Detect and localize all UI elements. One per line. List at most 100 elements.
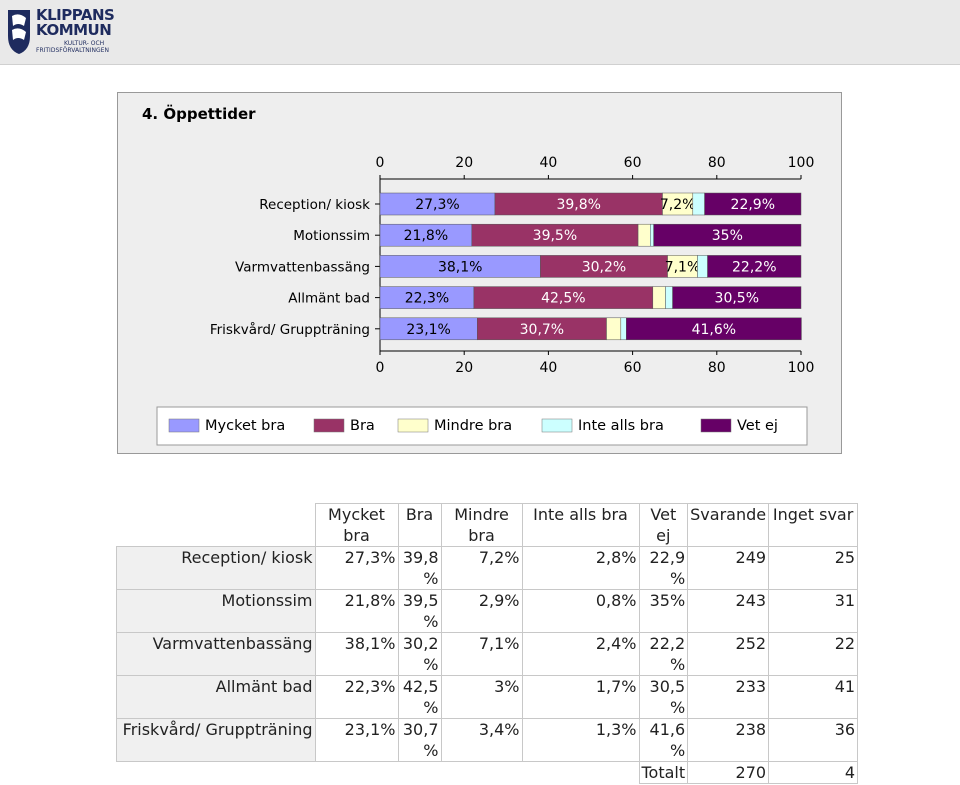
legend-label: Inte alls bra: [578, 418, 664, 434]
data-label: 22,3%: [405, 291, 449, 307]
top-tick-label: 20: [455, 155, 473, 171]
row-label: Motionssim: [116, 589, 316, 633]
bar-segment: [650, 223, 654, 247]
legend-swatch: [541, 418, 573, 433]
bar-segment: [665, 286, 673, 309]
bar-segment: [672, 286, 802, 309]
table-row: Allmänt bad 22,3% 42,5 % 3% 1,7% 30,5 % 233 41: [116, 675, 859, 719]
top-tick-label: 100: [788, 155, 815, 171]
data-label: 22,9%: [731, 197, 775, 213]
total-svarande: 270: [687, 761, 770, 784]
row-label: Varmvattenbassäng: [116, 632, 316, 676]
column-header: Mycket bra: [314, 503, 399, 547]
table-cell: 31: [768, 589, 859, 633]
bar-segment: [692, 192, 705, 216]
table-row: Friskvård/ Gruppträning 23,1% 30,7 % 3,4% 1,…: [116, 718, 859, 762]
bar-segment: [652, 286, 666, 309]
column-header: Inte alls bra: [521, 503, 640, 547]
bar-segment: [697, 255, 708, 278]
table-cell: 39,5 %: [397, 589, 442, 633]
table-cell: 1,3%: [521, 718, 640, 762]
top-tick-label: 80: [708, 155, 726, 171]
bar-segment: [707, 255, 802, 278]
coat-of-arms-icon: [8, 10, 30, 54]
top-tick-label: 60: [624, 155, 642, 171]
chart-title: 4. Öppettider: [142, 105, 256, 123]
legend-label: Vet ej: [737, 418, 778, 434]
row-label: Reception/ kiosk: [116, 546, 316, 590]
data-label: 38,1%: [438, 259, 482, 275]
legend-label: Mycket bra: [205, 418, 285, 434]
bar-segment: [620, 317, 627, 341]
bottom-tick-label: 20: [455, 360, 473, 376]
logo-line2: KOMMUN: [36, 21, 112, 39]
total-row: Totalt 270 4: [116, 761, 859, 784]
table-cell: 21,8%: [314, 589, 399, 633]
logo-sub1: KULTUR- OCH: [64, 40, 105, 47]
kommun-logo: KLIPPANS KOMMUN KULTUR- OCH FRITIDSFÖRVA…: [6, 6, 116, 58]
category-label: Allmänt bad: [288, 291, 370, 307]
legend-box: [156, 406, 808, 446]
bar-segment: [704, 192, 802, 216]
table-cell: 30,5 %: [638, 675, 689, 719]
row-label: Allmänt bad: [116, 675, 316, 719]
table-cell: 2,8%: [521, 546, 640, 590]
bar-segment: [653, 223, 802, 247]
table-cell: 41,6 %: [638, 718, 689, 762]
table-cell: 22,3%: [314, 675, 399, 719]
table-cell: 0,8%: [521, 589, 640, 633]
row-label: Friskvård/ Gruppträning: [116, 718, 316, 762]
bar-segment: [637, 223, 651, 247]
column-header: Bra: [397, 503, 442, 547]
data-label: 42,5%: [541, 291, 585, 307]
bottom-tick-label: 80: [708, 360, 726, 376]
bottom-tick-label: 100: [788, 360, 815, 376]
table-header-row: Mycket bra Bra Mindre bra Inte alls bra Vet …: [116, 503, 859, 547]
table-cell: 30,2 %: [397, 632, 442, 676]
table-cell: 35%: [638, 589, 689, 633]
data-label: 30,7%: [520, 322, 564, 338]
top-tick-label: 0: [376, 155, 385, 171]
data-label: 39,8%: [556, 197, 600, 213]
blank-cell: [398, 761, 441, 784]
data-label: 23,1%: [406, 322, 450, 338]
total-inget-svar: 4: [768, 761, 859, 784]
logo-sub2: FRITIDSFÖRVALTNINGEN: [36, 47, 109, 54]
top-tick-label: 40: [539, 155, 557, 171]
table-cell: 2,4%: [521, 632, 640, 676]
category-label: Motionssim: [293, 228, 370, 244]
table-cell: 233: [687, 675, 770, 719]
data-label: 21,8%: [404, 228, 448, 244]
data-label: 39,5%: [533, 228, 577, 244]
bar-segment: [626, 317, 802, 341]
results-table: Mycket bra Bra Mindre bra Inte alls bra Vet …: [116, 503, 859, 784]
table-cell: 249: [687, 546, 770, 590]
table-cell: 27,3%: [314, 546, 399, 590]
table-cell: 2,9%: [440, 589, 523, 633]
table-cell: 238: [687, 718, 770, 762]
bottom-tick-label: 0: [376, 360, 385, 376]
header-bar: KLIPPANS KOMMUN KULTUR- OCH FRITIDSFÖRVA…: [0, 0, 960, 65]
stacked-bar-chart: 0 0 20 20 40 40 60 60 80 80 100 100 Reception/ kiosk…: [156, 155, 815, 446]
column-header: Vet ej: [638, 503, 689, 547]
legend-label: Mindre bra: [434, 418, 512, 434]
legend-swatch: [313, 418, 345, 433]
chart-panel: 4. Öppettider 0 0 20 20 40 40 60 60 80 80 100 100 Re…: [117, 92, 842, 454]
table-cell: 39,8 %: [397, 546, 442, 590]
table-cell: 38,1%: [314, 632, 399, 676]
category-label: Reception/ kiosk: [259, 197, 370, 213]
table-row: Varmvattenbassäng 38,1% 30,2 % 7,1% 2,4% 22,2…: [116, 632, 859, 676]
data-label: 35%: [712, 228, 743, 244]
blank-cell: [522, 761, 639, 784]
blank-cell: [116, 761, 315, 784]
category-label: Friskvård/ Gruppträning: [210, 321, 370, 338]
data-label: 7,1%: [665, 259, 701, 275]
table-cell: 42,5 %: [397, 675, 442, 719]
table-cell: 36: [768, 718, 859, 762]
column-header: Svarande: [687, 503, 770, 547]
bar-segment: [606, 317, 622, 341]
table-row: Motionssim 21,8% 39,5 % 2,9% 0,8% 35% 243 31: [116, 589, 859, 633]
column-header: Inget svar: [768, 503, 859, 547]
blank-cell: [441, 761, 522, 784]
bottom-tick-label: 60: [624, 360, 642, 376]
